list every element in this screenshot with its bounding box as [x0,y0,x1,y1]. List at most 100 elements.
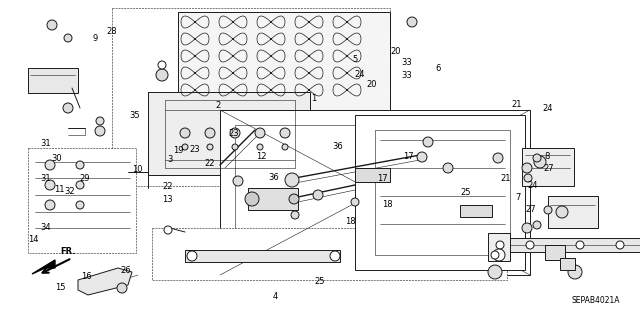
Bar [522,148,574,186]
Text: 29: 29 [79,174,90,183]
Circle shape [576,241,584,249]
Text: 3: 3 [167,155,172,164]
Circle shape [182,144,188,150]
Text: 14: 14 [28,235,38,244]
Circle shape [533,221,541,229]
Circle shape [156,69,168,81]
Circle shape [285,173,299,187]
Text: 24: 24 [527,181,538,190]
Bar [112,8,390,186]
Circle shape [533,154,541,162]
Text: 2: 2 [215,101,220,110]
Text: 36: 36 [333,142,343,151]
Circle shape [488,265,502,279]
Circle shape [443,163,453,173]
Circle shape [64,34,72,42]
Circle shape [496,241,504,249]
Text: 35: 35 [129,111,140,120]
Polygon shape [78,268,132,295]
Text: 19: 19 [173,146,183,155]
Circle shape [205,128,215,138]
Circle shape [180,128,190,138]
Circle shape [76,201,84,209]
Bar [560,258,575,270]
Text: 33: 33 [401,71,412,80]
Text: 34: 34 [41,223,51,232]
Circle shape [45,160,55,170]
Circle shape [245,192,259,206]
Text: 13: 13 [163,195,173,204]
Text: 21: 21 [512,100,522,109]
Circle shape [95,126,105,136]
Text: 17: 17 [403,152,413,161]
Text: 18: 18 [382,200,392,209]
Text: 9: 9 [92,34,97,43]
Circle shape [257,144,263,150]
Bar [488,233,510,261]
Circle shape [526,241,534,249]
Text: 31: 31 [41,174,51,183]
Circle shape [63,103,73,113]
Circle shape [96,117,104,125]
Text: SEPAB4021A: SEPAB4021A [572,296,620,305]
Bar [490,238,640,252]
Circle shape [289,194,299,204]
Circle shape [522,223,532,233]
Bar [248,188,298,210]
Circle shape [493,249,505,261]
Bar [355,168,390,182]
Text: 23: 23 [228,130,239,138]
Circle shape [280,128,290,138]
Text: 22: 22 [163,182,173,191]
Circle shape [568,265,582,279]
Polygon shape [178,12,390,110]
Circle shape [255,128,265,138]
Bar [460,205,492,217]
Text: 24: 24 [355,70,365,78]
Circle shape [158,61,166,69]
Circle shape [76,161,84,169]
Circle shape [76,181,84,189]
Text: 36: 36 [269,173,279,182]
Text: 22: 22 [205,159,215,168]
Circle shape [351,198,359,206]
Circle shape [291,211,299,219]
Text: FR.: FR. [60,247,76,256]
Polygon shape [148,92,310,175]
Text: 28: 28 [107,27,117,36]
Circle shape [187,251,197,261]
Text: 11: 11 [54,185,64,194]
Text: 32: 32 [64,187,74,196]
Bar [152,228,507,280]
Bar [185,250,340,262]
Text: 12: 12 [256,152,266,161]
Circle shape [232,144,238,150]
Bar [220,110,530,275]
Bar [28,68,78,93]
Circle shape [164,226,172,234]
Circle shape [534,156,546,168]
Text: 7: 7 [516,193,521,202]
Circle shape [524,174,532,182]
Text: 20: 20 [390,47,401,56]
Text: 17: 17 [378,174,388,183]
Circle shape [556,206,568,218]
Text: 27: 27 [544,164,554,173]
Text: 23: 23 [190,145,200,154]
Circle shape [616,241,624,249]
Text: 26: 26 [120,266,131,275]
Text: 18: 18 [346,217,356,226]
Circle shape [45,200,55,210]
Bar [545,245,565,260]
Circle shape [47,20,57,30]
Text: 1: 1 [311,94,316,103]
Text: 24: 24 [542,104,552,113]
Circle shape [423,137,433,147]
Bar [355,115,525,270]
Circle shape [407,17,417,27]
Circle shape [313,190,323,200]
Text: 30: 30 [51,154,61,163]
Circle shape [417,152,427,162]
Text: 16: 16 [81,272,92,281]
Circle shape [45,180,55,190]
